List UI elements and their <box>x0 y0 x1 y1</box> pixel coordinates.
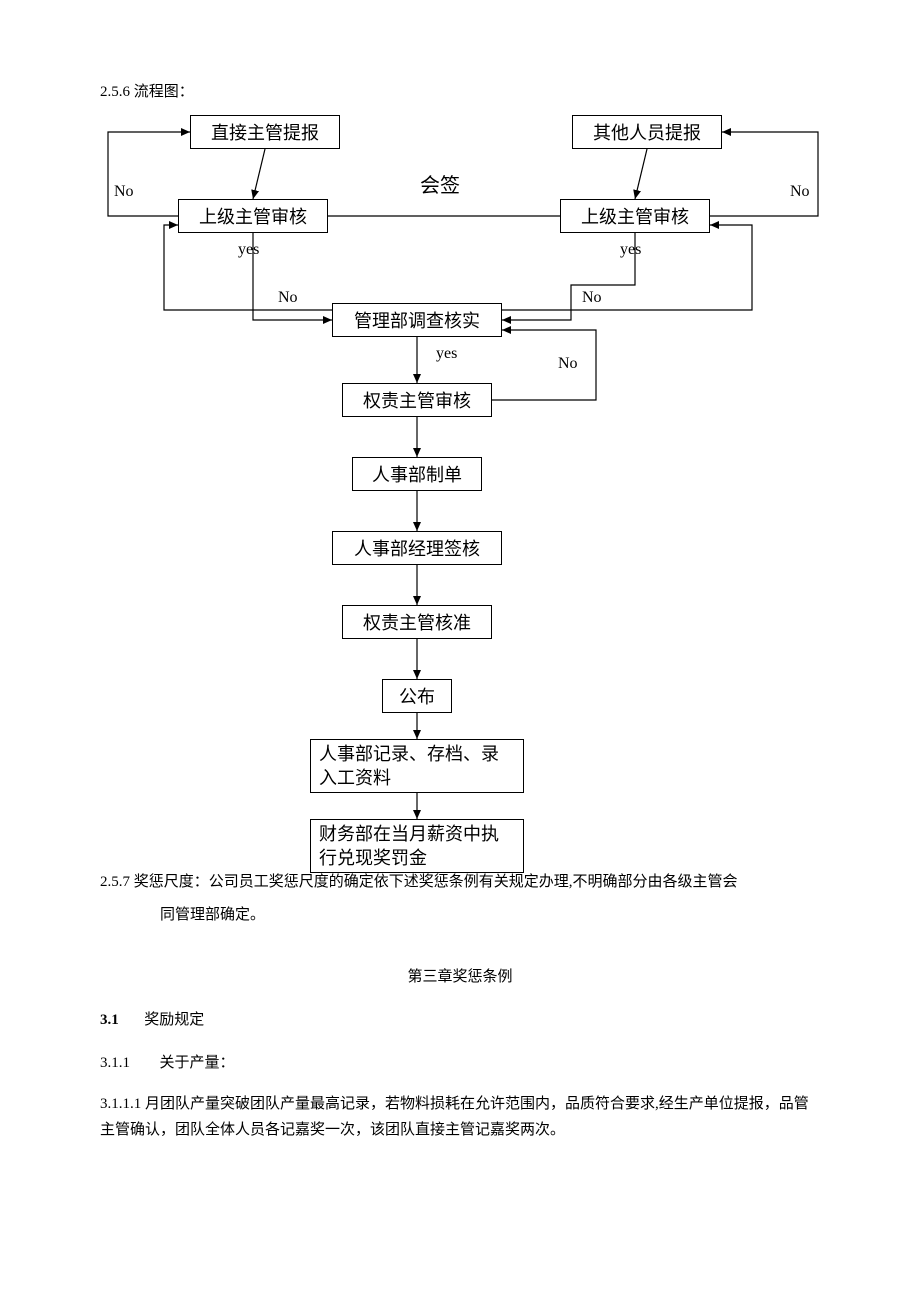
flow-node-n_auth_approve: 权责主管核准 <box>342 605 492 639</box>
flow-label-lbl_no_auth: No <box>558 355 578 373</box>
flowchart-container: 直接主管提报其他人员提报上级主管审核上级主管审核管理部调查核实权责主管审核人事部… <box>100 105 820 845</box>
section-3-1-1-1: 3.1.1.1 月团队产量突破团队产量最高记录，若物料损耗在允许范围内，品质符合… <box>100 1092 820 1143</box>
flow-edge <box>253 149 265 199</box>
section-3-1-num: 3.1 <box>100 1012 119 1028</box>
flow-node-n_finance: 财务部在当月薪资中执行兑现奖罚金 <box>310 819 524 873</box>
flow-label-lbl_no_right: No <box>790 183 810 201</box>
flow-label-lbl_yes_mid: yes <box>436 345 457 363</box>
chapter-3-title: 第三章奖惩条例 <box>100 965 820 986</box>
section-3-1-title: 奖励规定 <box>144 1012 204 1028</box>
section-3-1-1-title: 关于产量： <box>160 1055 235 1071</box>
section-2-5-7-line1: 2.5.7 奖惩尺度：公司员工奖惩尺度的确定依下述奖惩条例有关规定办理,不明确部… <box>100 874 738 890</box>
flow-edge <box>635 149 647 199</box>
section-3-1-1-num: 3.1.1 <box>100 1055 130 1071</box>
flow-node-n_right_submit: 其他人员提报 <box>572 115 722 149</box>
flow-node-n_hr_make: 人事部制单 <box>352 457 482 491</box>
flow-node-n_right_review: 上级主管审核 <box>560 199 710 233</box>
flow-edge <box>502 225 752 310</box>
flow-edge <box>492 330 596 400</box>
flow-node-n_hr_record: 人事部记录、存档、录入工资料 <box>310 739 524 793</box>
flow-edge <box>710 132 818 216</box>
flow-label-lbl_no_left: No <box>114 183 134 201</box>
flow-label-lbl_yes_left: yes <box>238 241 259 259</box>
section-3-1-1-heading: 3.1.1 关于产量： <box>100 1051 820 1072</box>
flow-node-n_hr_mgr: 人事部经理签核 <box>332 531 502 565</box>
flow-node-n_left_review: 上级主管审核 <box>178 199 328 233</box>
flow-label-lbl_no_mid_right: No <box>582 289 602 307</box>
flow-label-lbl_yes_right: yes <box>620 241 641 259</box>
flow-node-n_publish: 公布 <box>382 679 452 713</box>
section-2-5-6-label: 2.5.6 流程图： <box>100 80 820 101</box>
flow-node-n_left_submit: 直接主管提报 <box>190 115 340 149</box>
flow-edge <box>164 225 332 310</box>
flow-label-lbl_no_mid_left: No <box>278 289 298 307</box>
flow-label-lbl_countersign: 会签 <box>420 169 460 198</box>
flow-edge <box>502 233 635 320</box>
flow-node-n_auth_review: 权责主管审核 <box>342 383 492 417</box>
section-3-1-heading: 3.1 奖励规定 <box>100 1008 820 1029</box>
flow-node-n_mgmt_verify: 管理部调查核实 <box>332 303 502 337</box>
